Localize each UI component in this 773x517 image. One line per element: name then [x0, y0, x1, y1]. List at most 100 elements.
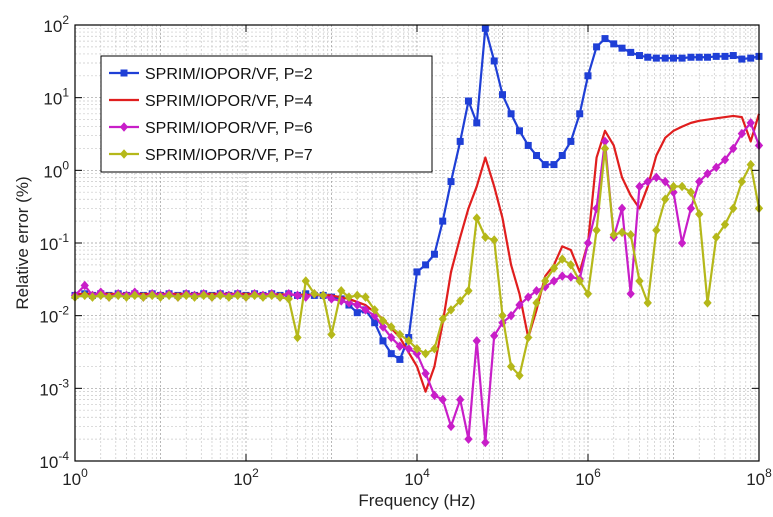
- data-point-diamond: [686, 187, 696, 197]
- data-point-diamond: [515, 300, 524, 310]
- data-point-square: [601, 35, 609, 43]
- data-point-diamond: [114, 290, 123, 301]
- y-axis-label: Relative error (%): [13, 176, 32, 309]
- x-tick-exp: 4: [423, 466, 430, 480]
- data-point-diamond: [583, 238, 593, 248]
- data-point-diamond: [370, 305, 379, 315]
- data-point-diamond: [686, 203, 696, 214]
- data-point-square: [379, 337, 387, 345]
- data-point-square: [439, 217, 447, 225]
- data-point-diamond: [558, 271, 567, 281]
- data-point-square: [481, 24, 489, 32]
- data-point-diamond: [412, 348, 422, 359]
- x-tick-label: 106: [575, 466, 601, 489]
- data-point-diamond: [446, 305, 456, 315]
- data-point-diamond: [643, 298, 652, 308]
- data-point-diamond: [626, 229, 635, 240]
- data-point-diamond: [378, 322, 388, 332]
- y-tick-exp: -2: [58, 304, 69, 318]
- data-point-square: [120, 69, 128, 77]
- data-point-diamond: [361, 292, 370, 302]
- data-point-diamond: [643, 176, 652, 187]
- data-point-diamond: [472, 213, 481, 223]
- data-point-diamond: [404, 344, 413, 354]
- data-point-square: [396, 355, 404, 363]
- axis-ticks: [74, 24, 760, 462]
- data-point-diamond: [430, 390, 439, 401]
- data-point-diamond: [139, 292, 148, 302]
- data-point-diamond: [712, 232, 721, 243]
- data-point-diamond: [524, 332, 533, 343]
- data-point-diamond: [387, 332, 396, 343]
- data-point-diamond: [284, 294, 293, 304]
- x-tick-label: 102: [233, 466, 259, 489]
- data-point-square: [371, 319, 379, 327]
- data-point-diamond: [617, 203, 627, 214]
- data-point-diamond: [661, 176, 670, 187]
- legend-item: SPRIM/IOPOR/VF, P=7: [109, 147, 313, 164]
- data-point-diamond: [353, 300, 362, 310]
- data-point-diamond: [337, 286, 346, 296]
- data-point-diamond: [421, 368, 430, 379]
- data-point-diamond: [293, 332, 302, 343]
- data-point-square: [464, 97, 472, 105]
- y-tick-exp: 1: [62, 86, 69, 100]
- data-point-diamond: [652, 225, 661, 235]
- data-point-square: [593, 43, 601, 51]
- data-point-diamond: [720, 219, 730, 230]
- data-point-diamond: [609, 229, 618, 240]
- data-point-square: [541, 161, 549, 169]
- data-point-square: [584, 72, 592, 80]
- data-point-square: [499, 91, 506, 99]
- data-point-diamond: [80, 280, 89, 291]
- data-point-diamond: [464, 434, 473, 444]
- data-point-square: [747, 54, 755, 62]
- data-point-diamond: [293, 290, 302, 301]
- data-point-diamond: [695, 176, 704, 187]
- y-tick-exp: -4: [58, 449, 69, 463]
- data-point-square: [473, 119, 481, 127]
- data-point-square: [490, 57, 498, 65]
- x-tick-base: 10: [404, 470, 423, 489]
- data-point-diamond: [456, 296, 465, 306]
- data-point-square: [652, 54, 660, 62]
- data-point-diamond: [438, 394, 447, 405]
- data-point-diamond: [464, 286, 473, 296]
- data-point-diamond: [652, 172, 661, 183]
- data-point-diamond: [122, 292, 131, 302]
- data-point-diamond: [80, 290, 89, 301]
- data-point-diamond: [566, 260, 576, 270]
- data-point-square: [576, 110, 584, 118]
- data-point-diamond: [173, 292, 183, 302]
- data-point-diamond: [250, 290, 259, 301]
- data-point-diamond: [207, 292, 217, 302]
- y-tick-label: 10-1: [39, 231, 69, 254]
- data-point-square: [447, 178, 455, 186]
- data-point-square: [661, 54, 669, 62]
- data-point-diamond: [575, 276, 584, 286]
- data-point-diamond: [104, 292, 114, 302]
- series-layer: [70, 24, 764, 448]
- data-point-diamond: [301, 276, 310, 286]
- data-point-diamond: [549, 263, 559, 273]
- y-tick-label: 10-2: [39, 304, 69, 327]
- data-point-diamond: [395, 329, 405, 340]
- data-point-diamond: [241, 292, 251, 302]
- x-axis-label: Frequency (Hz): [358, 491, 475, 510]
- data-point-square: [550, 161, 558, 169]
- series-line: [75, 113, 761, 393]
- data-point-diamond: [524, 292, 533, 302]
- data-point-diamond: [583, 289, 593, 299]
- data-point-diamond: [626, 289, 635, 299]
- data-point-diamond: [720, 154, 730, 165]
- y-tick-label: 101: [43, 86, 69, 109]
- x-tick-exp: 0: [81, 466, 88, 480]
- data-point-square: [721, 52, 729, 60]
- data-point-diamond: [258, 292, 268, 302]
- y-tick-label: 10-3: [39, 376, 69, 399]
- data-point-diamond: [378, 316, 388, 326]
- data-point-diamond: [549, 276, 559, 286]
- x-tick-label: 108: [746, 466, 772, 489]
- data-point-diamond: [412, 344, 422, 354]
